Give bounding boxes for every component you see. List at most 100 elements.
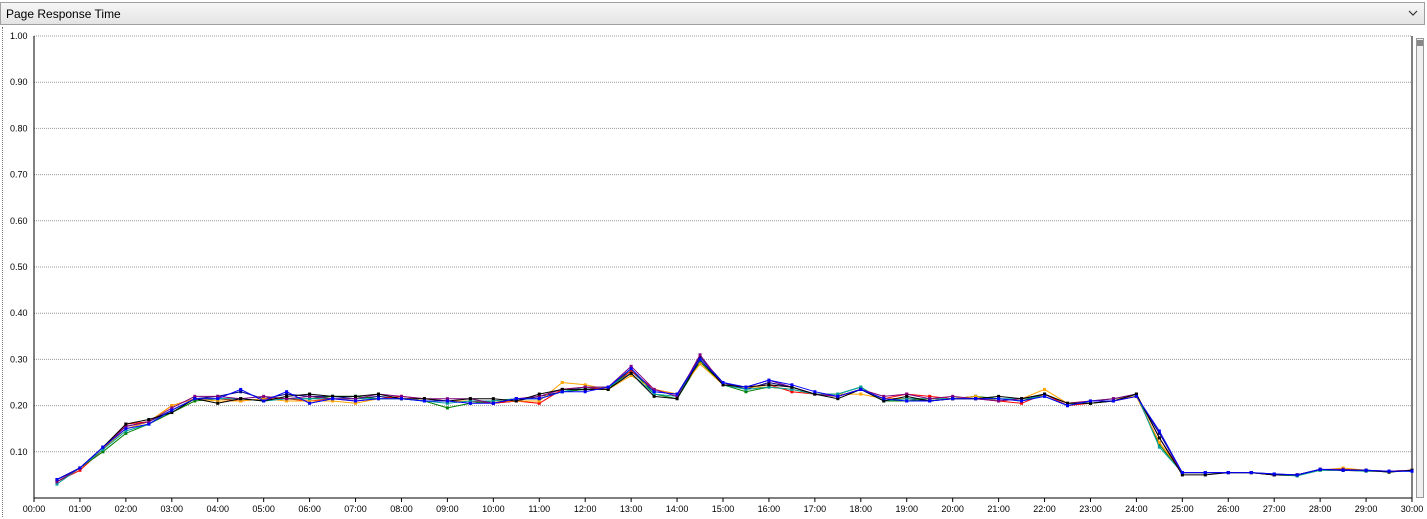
data-point [170,409,173,412]
x-tick-label: 27:00 [1263,504,1286,514]
data-point [1296,473,1299,476]
data-point [767,383,770,386]
data-point [1089,399,1092,402]
data-point [767,379,770,382]
response-time-chart: 0.100.200.300.400.500.600.700.800.901.00… [0,27,1427,519]
x-tick-label: 09:00 [436,504,459,514]
data-point [354,399,357,402]
data-point [400,397,403,400]
data-point [1365,469,1368,472]
x-tick-label: 17:00 [804,504,827,514]
y-tick-label: 0.20 [10,401,28,411]
x-tick-label: 11:00 [528,504,550,514]
x-tick-label: 07:00 [344,504,367,514]
x-tick-label: 22:00 [1033,504,1056,514]
data-point [561,390,564,393]
panel-title: Page Response Time [6,7,121,21]
data-point [928,399,931,402]
x-tick-label: 23:00 [1079,504,1102,514]
x-tick-label: 29:00 [1355,504,1378,514]
data-point [193,397,196,400]
x-tick-label: 01:00 [69,504,92,514]
x-tick-label: 05:00 [252,504,275,514]
data-point [1020,399,1023,402]
y-tick-label: 0.10 [10,447,28,457]
y-tick-label: 1.00 [10,31,28,41]
data-point [492,397,495,400]
data-point [1135,395,1138,398]
data-point [1342,469,1345,472]
x-tick-label: 28:00 [1309,504,1332,514]
data-point [699,353,702,356]
x-tick-label: 14:00 [666,504,689,514]
data-point [813,390,816,393]
x-tick-label: 16:00 [758,504,781,514]
x-tick-label: 10:00 [482,504,505,514]
x-tick-label: 03:00 [161,504,184,514]
chevron-down-icon[interactable] [1406,6,1420,20]
data-point [699,363,702,366]
data-point [216,397,219,400]
data-point [836,395,839,398]
x-tick-label: 18:00 [850,504,873,514]
data-point [676,393,679,396]
data-point [262,395,265,398]
vertical-scrollbar[interactable] [1416,38,1424,498]
data-point [630,367,633,370]
data-point [239,397,242,400]
data-point [1158,436,1161,439]
data-point [147,423,150,426]
data-point [1181,471,1184,474]
data-point [538,393,541,396]
y-tick-label: 0.30 [10,354,28,364]
scroll-grip-icon [1417,40,1423,46]
data-point [446,399,449,402]
y-tick-label: 0.90 [10,77,28,87]
data-point [492,402,495,405]
x-tick-label: 30:00 [1401,504,1424,514]
panel-header[interactable]: Page Response Time [0,2,1425,25]
x-tick-label: 00:00 [23,504,46,514]
data-point [423,399,426,402]
data-point [974,397,977,400]
data-point [1227,471,1230,474]
data-point [1112,399,1115,402]
data-point [308,402,311,405]
data-point [538,397,541,400]
data-point [653,390,656,393]
data-point [515,397,518,400]
data-point [469,397,472,400]
data-point [1066,404,1069,407]
data-point [1204,471,1207,474]
data-point [790,383,793,386]
x-tick-label: 24:00 [1125,504,1148,514]
y-tick-label: 0.70 [10,170,28,180]
data-point [308,393,311,396]
data-point [124,423,127,426]
data-point [905,395,908,398]
data-point [469,402,472,405]
data-point [1043,388,1046,391]
data-point [216,402,219,405]
y-tick-label: 0.80 [10,123,28,133]
data-point [1043,395,1046,398]
data-point [676,397,679,400]
x-tick-label: 19:00 [895,504,918,514]
data-point [1250,471,1253,474]
data-point [331,397,334,400]
data-point [55,478,58,481]
data-point [78,466,81,469]
data-point [653,395,656,398]
data-point [1388,470,1391,473]
data-point [354,395,357,398]
data-point [859,393,862,396]
data-point [101,446,104,449]
data-point [584,390,587,393]
y-tick-label: 0.60 [10,216,28,226]
data-point [1158,446,1161,449]
x-tick-label: 06:00 [298,504,321,514]
x-tick-label: 08:00 [390,504,413,514]
y-tick-label: 0.40 [10,308,28,318]
data-point [561,381,564,384]
x-tick-label: 21:00 [987,504,1010,514]
